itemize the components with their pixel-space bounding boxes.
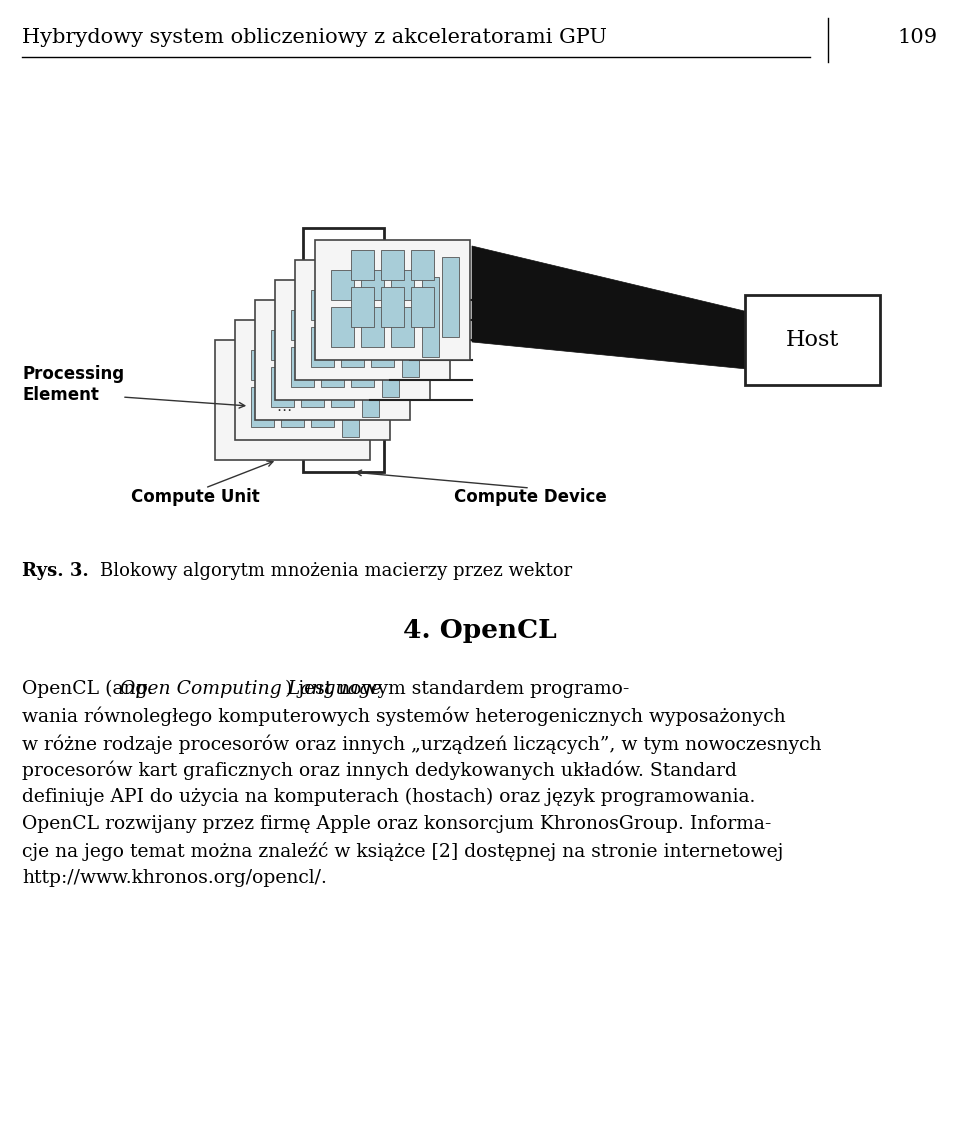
Bar (322, 347, 344, 387)
Bar (382, 317, 399, 397)
Bar (311, 327, 334, 368)
Text: OpenCL (ang.: OpenCL (ang. (22, 680, 159, 698)
Bar (315, 239, 470, 360)
Text: cje na jego temat można znaleźć w książce [2] dostępnej na stronie internetowej: cje na jego temat można znaleźć w książc… (22, 842, 783, 861)
Bar (291, 347, 314, 387)
Text: ) jest nowym standardem programo-: ) jest nowym standardem programo- (284, 680, 629, 698)
Bar (252, 350, 274, 380)
Bar (372, 327, 394, 368)
Text: Open Computing Language: Open Computing Language (120, 680, 382, 698)
Text: http://www.khronos.org/opencl/.: http://www.khronos.org/opencl/. (22, 869, 326, 886)
Bar (331, 329, 354, 360)
Bar (291, 310, 314, 339)
Bar (372, 289, 394, 320)
Bar (411, 250, 434, 280)
Bar (351, 310, 373, 339)
Bar (422, 277, 439, 358)
Polygon shape (472, 246, 745, 369)
Text: ⋯: ⋯ (276, 403, 292, 418)
Bar (745, 295, 880, 385)
Text: Blokowy algorytm mnożenia macierzy przez wektor: Blokowy algorytm mnożenia macierzy przez… (100, 562, 572, 580)
Bar (311, 289, 334, 320)
Bar (391, 270, 414, 300)
Bar (271, 329, 294, 360)
Bar (351, 287, 373, 327)
Bar (331, 306, 354, 347)
Bar (235, 320, 390, 440)
Bar (301, 367, 324, 407)
Bar (341, 289, 364, 320)
Bar (275, 280, 430, 400)
Bar (362, 337, 379, 418)
Bar (303, 228, 384, 472)
Bar (295, 260, 450, 380)
Bar (341, 327, 364, 368)
Text: 109: 109 (898, 28, 938, 47)
Bar (331, 270, 354, 300)
Text: Compute Device: Compute Device (454, 488, 607, 506)
Bar (215, 340, 370, 460)
Text: definiuje API do użycia na komputerach (hostach) oraz język programowania.: definiuje API do użycia na komputerach (… (22, 788, 756, 806)
Bar (361, 306, 384, 347)
Bar (381, 287, 404, 327)
Text: Processing
Element: Processing Element (22, 365, 124, 404)
Text: OpenCL rozwijany przez firmę Apple oraz konsorcjum KhronosGroup. Informa-: OpenCL rozwijany przez firmę Apple oraz … (22, 815, 772, 833)
Text: Hybrydowy system obliczeniowy z akceleratorami GPU: Hybrydowy system obliczeniowy z akcelera… (22, 28, 607, 47)
Bar (252, 387, 274, 427)
Bar (255, 300, 410, 420)
Bar (311, 387, 334, 427)
Text: Rys. 3.: Rys. 3. (22, 562, 88, 580)
Bar (351, 347, 373, 387)
Bar (331, 367, 354, 407)
Bar (281, 350, 303, 380)
Bar (402, 296, 420, 377)
Bar (381, 250, 404, 280)
Bar (411, 287, 434, 327)
Bar (351, 250, 373, 280)
Bar (443, 257, 459, 337)
Text: wania równoległego komputerowych systemów heterogenicznych wyposażonych: wania równoległego komputerowych systemó… (22, 707, 785, 726)
Bar (342, 356, 359, 437)
Text: w różne rodzaje procesorów oraz innych „urządzeń liczących”, w tym nowoczesnych: w różne rodzaje procesorów oraz innych „… (22, 734, 822, 754)
Bar (301, 329, 324, 360)
Bar (361, 270, 384, 300)
Text: Compute Unit: Compute Unit (131, 488, 259, 506)
Bar (311, 350, 334, 380)
Text: Host: Host (786, 329, 839, 351)
Bar (322, 310, 344, 339)
Bar (391, 306, 414, 347)
Bar (271, 367, 294, 407)
Bar (281, 387, 303, 427)
Text: procesorów kart graficznych oraz innych dedykowanych układów. Standard: procesorów kart graficznych oraz innych … (22, 760, 737, 781)
Text: 4. OpenCL: 4. OpenCL (403, 617, 557, 644)
